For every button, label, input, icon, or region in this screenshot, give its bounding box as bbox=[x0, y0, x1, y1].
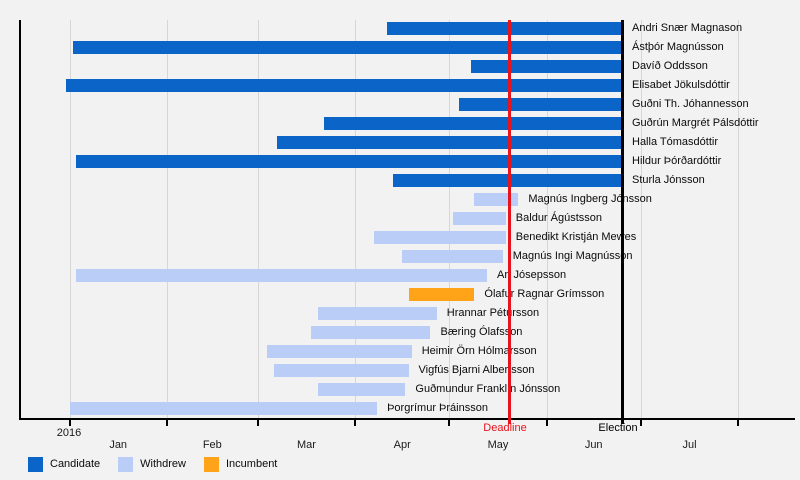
timeline-bar bbox=[402, 249, 503, 263]
candidate-name-label: Guðmundur Franklín Jónsson bbox=[415, 383, 561, 395]
month-tick bbox=[639, 419, 642, 426]
deadline-label: Deadline bbox=[483, 422, 527, 434]
timeline-bar bbox=[374, 230, 506, 244]
candidate-name-label: Davíð Oddsson bbox=[632, 60, 708, 72]
candidate-name-label: Þorgrímur Þráinsson bbox=[387, 402, 488, 414]
month-tick bbox=[737, 419, 740, 426]
month-gridline bbox=[355, 20, 357, 419]
candidate-name-label: Elisabet Jökulsdóttir bbox=[632, 79, 730, 91]
month-label: Jan bbox=[109, 439, 128, 451]
timeline-bar bbox=[317, 382, 406, 396]
candidate-name-label: Magnús Ingi Magnússon bbox=[512, 250, 633, 262]
x-axis-line bbox=[19, 418, 795, 420]
candidate-name-label: Heimir Örn Hólmarsson bbox=[421, 345, 537, 357]
candidate-name-label: Bæring Ólafsson bbox=[440, 326, 523, 338]
month-gridline bbox=[69, 20, 71, 419]
election-label: Election bbox=[598, 422, 638, 434]
month-gridline bbox=[738, 20, 740, 419]
candidate-name-label: Benedikt Kristján Mewes bbox=[515, 231, 637, 243]
legend-item: Withdrew bbox=[118, 457, 186, 472]
candidate-name-label: Andri Snær Magnason bbox=[632, 22, 743, 34]
candidate-name-label: Ari Jósepsson bbox=[497, 269, 567, 281]
month-gridline bbox=[166, 20, 168, 419]
month-label: May bbox=[487, 439, 509, 451]
month-tick bbox=[545, 419, 548, 426]
month-label: Jul bbox=[682, 439, 697, 451]
legend-swatch-candidate bbox=[28, 457, 43, 472]
candidate-name-label: Halla Tómasdóttir bbox=[632, 136, 718, 148]
timeline-bar bbox=[267, 344, 412, 358]
candidate-name-label: Vigfús Bjarni Albertsson bbox=[418, 364, 535, 376]
timeline-bar bbox=[66, 78, 622, 92]
timeline-bar bbox=[69, 401, 378, 415]
timeline-bar bbox=[276, 135, 622, 149]
month-gridline bbox=[640, 20, 642, 419]
month-label: Feb bbox=[202, 439, 222, 451]
legend-label: Candidate bbox=[50, 458, 101, 470]
candidate-name-label: Hrannar Pétursson bbox=[446, 307, 540, 319]
month-tick bbox=[68, 419, 71, 426]
month-tick bbox=[256, 419, 259, 426]
month-tick bbox=[354, 419, 357, 426]
deadline-line bbox=[507, 20, 511, 424]
timeline-bar bbox=[474, 192, 519, 206]
y-axis-line bbox=[19, 20, 21, 420]
month-label: Apr bbox=[393, 439, 411, 451]
year-label: 2016 bbox=[56, 427, 82, 439]
legend-label: Withdrew bbox=[140, 458, 186, 470]
candidate-name-label: Magnús Ingberg Jónsson bbox=[528, 193, 652, 205]
month-gridline bbox=[257, 20, 259, 419]
legend-swatch-incumbent bbox=[204, 457, 219, 472]
month-tick bbox=[165, 419, 168, 426]
timeline-bar bbox=[386, 21, 622, 35]
month-gridline bbox=[449, 20, 451, 419]
candidate-name-label: Ólafur Ragnar Grímsson bbox=[484, 288, 605, 300]
timeline-bar bbox=[273, 363, 409, 377]
legend-label: Incumbent bbox=[226, 458, 278, 470]
candidate-name-label: Hildur Þórðardóttir bbox=[632, 155, 722, 167]
timeline-bar bbox=[72, 40, 622, 54]
timeline-bar bbox=[317, 306, 437, 320]
legend-swatch-withdrew bbox=[118, 457, 134, 472]
timeline-bar bbox=[408, 287, 475, 301]
month-tick bbox=[448, 419, 451, 426]
timeline-bar bbox=[311, 325, 431, 339]
election-line bbox=[620, 20, 624, 424]
timeline-bar bbox=[75, 154, 622, 168]
timeline-bar bbox=[323, 116, 622, 130]
timeline-bar bbox=[75, 268, 487, 282]
candidate-name-label: Ástþór Magnússon bbox=[632, 41, 724, 53]
legend-item: Candidate bbox=[28, 457, 100, 472]
month-gridline bbox=[546, 20, 548, 419]
timeline-bar bbox=[471, 59, 622, 73]
candidate-name-label: Sturla Jónsson bbox=[632, 174, 705, 186]
timeline-bar bbox=[452, 211, 506, 225]
timeline-bar bbox=[458, 97, 622, 111]
timeline-bar bbox=[392, 173, 622, 187]
month-label: Jun bbox=[584, 439, 603, 451]
legend-item: Incumbent bbox=[204, 457, 277, 472]
month-label: Mar bbox=[297, 439, 316, 451]
candidate-name-label: Guðrún Margrét Pálsdóttir bbox=[632, 117, 759, 129]
candidate-name-label: Guðni Th. Jóhannesson bbox=[632, 98, 749, 110]
legend: Candidate Withdrew Incumbent bbox=[28, 457, 277, 472]
candidate-name-label: Baldur Ágústsson bbox=[515, 212, 603, 224]
